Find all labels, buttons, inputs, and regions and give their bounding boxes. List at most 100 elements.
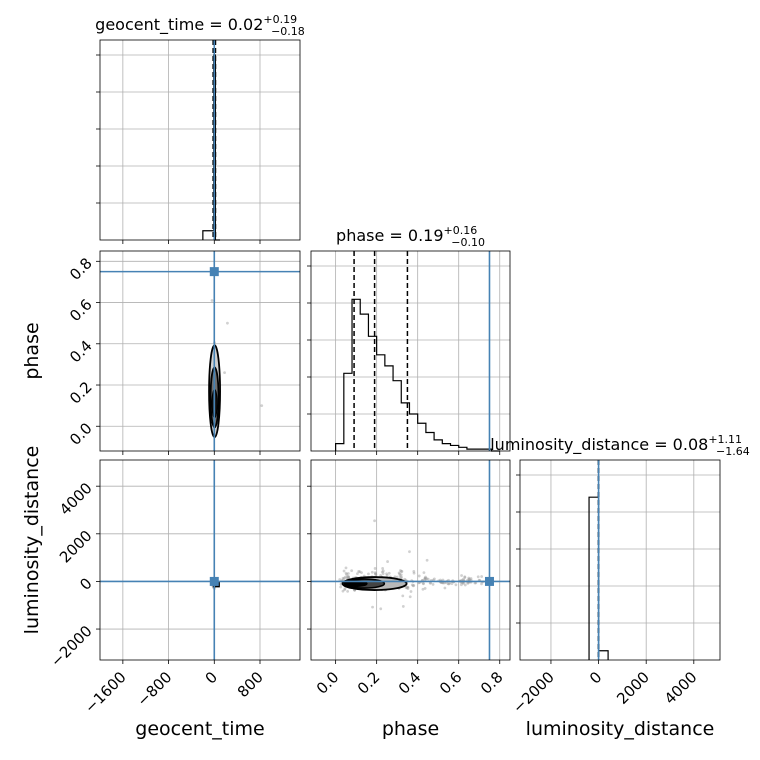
y-tick-label-luminosity_distance: 2000 [56, 527, 96, 567]
sample-point [343, 587, 347, 591]
2d-geocent_time-luminosity_distance-grid [100, 460, 300, 660]
panel-title-phase: phase = 0.19+0.16 −0.10 [336, 224, 485, 249]
sample-point [210, 299, 214, 302]
x-tick-label-luminosity_distance: 2000 [613, 668, 653, 708]
panel-title-luminosity_distance: luminosity_distance = 0.08+1.11 −1.64 [490, 433, 750, 458]
sample-point [338, 578, 342, 581]
panel-title-main: luminosity_distance = 0.08 [490, 435, 708, 455]
sample-point [461, 582, 465, 585]
sample-point [463, 583, 467, 587]
sample-point [405, 585, 409, 589]
x-tick-label-luminosity_distance: −2000 [509, 668, 558, 717]
sample-point [473, 581, 477, 585]
sample-point [381, 572, 385, 575]
panel-title-geocent_time: geocent_time = 0.02+0.19 −0.18 [95, 13, 305, 38]
sample-point [226, 321, 229, 325]
sample-point [412, 583, 416, 587]
y-tick-label-phase: 0.6 [66, 295, 96, 325]
sample-point [480, 575, 484, 578]
sample-point [421, 587, 425, 591]
sample-point [468, 577, 471, 581]
sample-point [429, 581, 433, 585]
sample-point [466, 581, 470, 585]
sample-point [339, 582, 343, 586]
sample-point [460, 583, 463, 587]
sample-point [341, 576, 345, 580]
x-tick-label-phase: 0.8 [477, 668, 507, 698]
sample-point [467, 576, 471, 580]
sample-point [454, 583, 458, 587]
sample-point [370, 570, 374, 574]
sample-point [341, 589, 345, 593]
sample-point [426, 577, 430, 581]
sample-point [399, 569, 402, 572]
sample-point [358, 570, 362, 574]
x-tick-label-geocent_time: 0 [202, 668, 221, 687]
x-tick-label-phase: 0.2 [354, 668, 384, 698]
y-tick-label-phase: 0.2 [66, 378, 96, 408]
sample-point [347, 575, 350, 579]
sample-point [421, 581, 425, 585]
2d-phase-luminosity_distance-truth-marker [484, 576, 494, 586]
sample-point [373, 571, 377, 575]
y-tick-label-luminosity_distance: 0 [76, 574, 95, 593]
sample-point [373, 519, 376, 523]
2d-phase-luminosity_distance-samples [338, 519, 485, 611]
sample-point [371, 605, 374, 609]
sample-point [397, 571, 401, 575]
x-tick-label-phase: 0.6 [436, 668, 466, 698]
sample-point [447, 582, 451, 586]
sample-point [469, 577, 473, 580]
sample-point [423, 576, 427, 580]
2d-geocent_time-luminosity_distance-frame [99, 459, 301, 661]
sample-point [345, 572, 349, 576]
sample-point [448, 581, 452, 585]
sample-point [339, 585, 343, 589]
panel-title-plus: +1.11 [708, 433, 742, 446]
sample-point [360, 571, 363, 575]
sample-point [431, 582, 435, 586]
sample-point [461, 577, 465, 581]
sample-point [423, 577, 427, 581]
sample-point [443, 586, 447, 590]
2d-geocent_time-phase-grid [100, 251, 300, 451]
hist-phase-steps [335, 298, 500, 452]
sample-point [480, 582, 483, 586]
sample-point [424, 575, 427, 579]
sample-point [395, 575, 399, 579]
sample-point [409, 590, 413, 593]
sample-point [367, 572, 370, 576]
x-axis-label-luminosity_distance: luminosity_distance [526, 718, 715, 740]
sample-point [346, 589, 350, 593]
sample-point [450, 582, 454, 585]
sample-point [347, 575, 350, 579]
sample-point [379, 574, 383, 577]
sample-point [406, 587, 410, 590]
sample-point [423, 576, 427, 580]
x-tick-label-geocent_time: 800 [234, 668, 267, 701]
sample-point [381, 569, 385, 573]
y-axis-label-phase: phase [21, 322, 43, 379]
sample-point [374, 572, 378, 576]
sample-point [428, 581, 432, 585]
panel-title-main: phase = 0.19 [336, 226, 443, 245]
hist-luminosity_distance-grid [520, 460, 720, 660]
sample-point [400, 570, 403, 573]
x-axis-label-phase: phase [382, 718, 439, 740]
sample-point [373, 567, 377, 570]
sample-point [344, 575, 347, 579]
sample-point [400, 570, 404, 573]
sample-point [393, 575, 397, 579]
sample-point [343, 588, 347, 592]
sample-point [401, 605, 405, 608]
sample-point [410, 583, 414, 587]
sample-point [423, 587, 427, 590]
hist-geocent_time-grid [100, 40, 300, 240]
x-tick-label-phase: 0.4 [395, 668, 425, 698]
sample-point [408, 595, 412, 599]
sample-point [399, 576, 402, 580]
hist-luminosity_distance-frame [519, 459, 721, 661]
sample-point [412, 570, 416, 573]
sample-point [422, 582, 425, 586]
sample-point [425, 558, 429, 562]
